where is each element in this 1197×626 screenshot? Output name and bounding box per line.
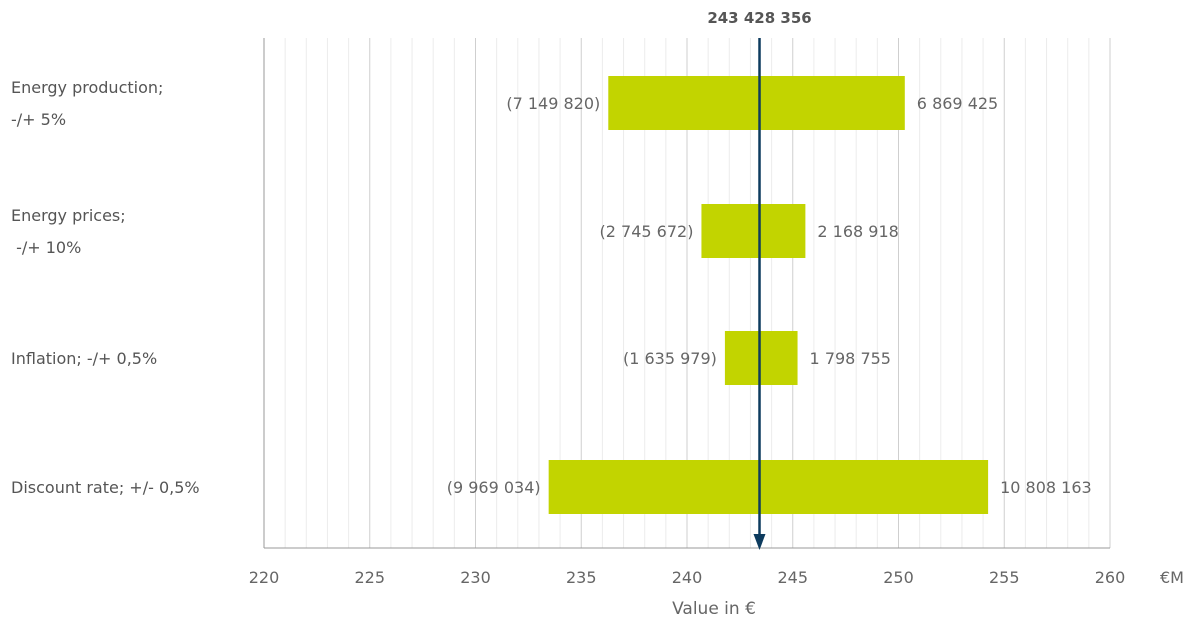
baseline-arrowhead: [753, 534, 766, 550]
category-label: Discount rate; +/- 0,5%: [11, 478, 200, 497]
tornado-bar: [724, 331, 798, 385]
bars: [548, 76, 989, 514]
tornado-bar: [608, 76, 905, 130]
category-label: Inflation; -/+ 0,5%: [11, 349, 157, 368]
x-tick-label: 220: [249, 568, 280, 587]
baseline-value-label: 243 428 356: [707, 9, 811, 27]
axes: [263, 38, 1110, 549]
x-tick-label: 255: [989, 568, 1020, 587]
category-label: -/+ 5%: [11, 110, 66, 129]
category-labels: Energy production; -/+ 5% Energy prices; -…: [11, 78, 200, 497]
x-tick-label: 260: [1095, 568, 1126, 587]
data-labels: (7 149 820) 6 869 425 (2 745 672) 2 168 918…: [447, 94, 1092, 497]
x-axis-unit: €M: [1160, 568, 1184, 587]
x-tick-label: 235: [566, 568, 597, 587]
tornado-bar: [701, 204, 806, 258]
x-tick-label: 240: [672, 568, 703, 587]
category-label: Energy prices;: [11, 206, 126, 225]
low-value-label: (2 745 672): [600, 222, 694, 241]
x-tick-label: 230: [460, 568, 491, 587]
low-value-label: (1 635 979): [623, 349, 717, 368]
low-value-label: (7 149 820): [506, 94, 600, 113]
x-tick-labels: 220 225 230 235 240 245 250 255 260: [249, 568, 1126, 587]
x-tick-label: 245: [777, 568, 808, 587]
high-value-label: 1 798 755: [810, 349, 891, 368]
low-value-label: (9 969 034): [447, 478, 541, 497]
high-value-label: 6 869 425: [917, 94, 998, 113]
category-label: -/+ 10%: [11, 238, 81, 257]
category-label: Energy production;: [11, 78, 163, 97]
x-tick-label: 250: [883, 568, 914, 587]
baseline-marker: 243 428 356: [707, 9, 812, 550]
tornado-bar: [548, 460, 989, 514]
x-axis-title: Value in €: [672, 599, 756, 619]
high-value-label: 2 168 918: [817, 222, 898, 241]
x-tick-label: 225: [354, 568, 385, 587]
high-value-label: 10 808 163: [1000, 478, 1092, 497]
